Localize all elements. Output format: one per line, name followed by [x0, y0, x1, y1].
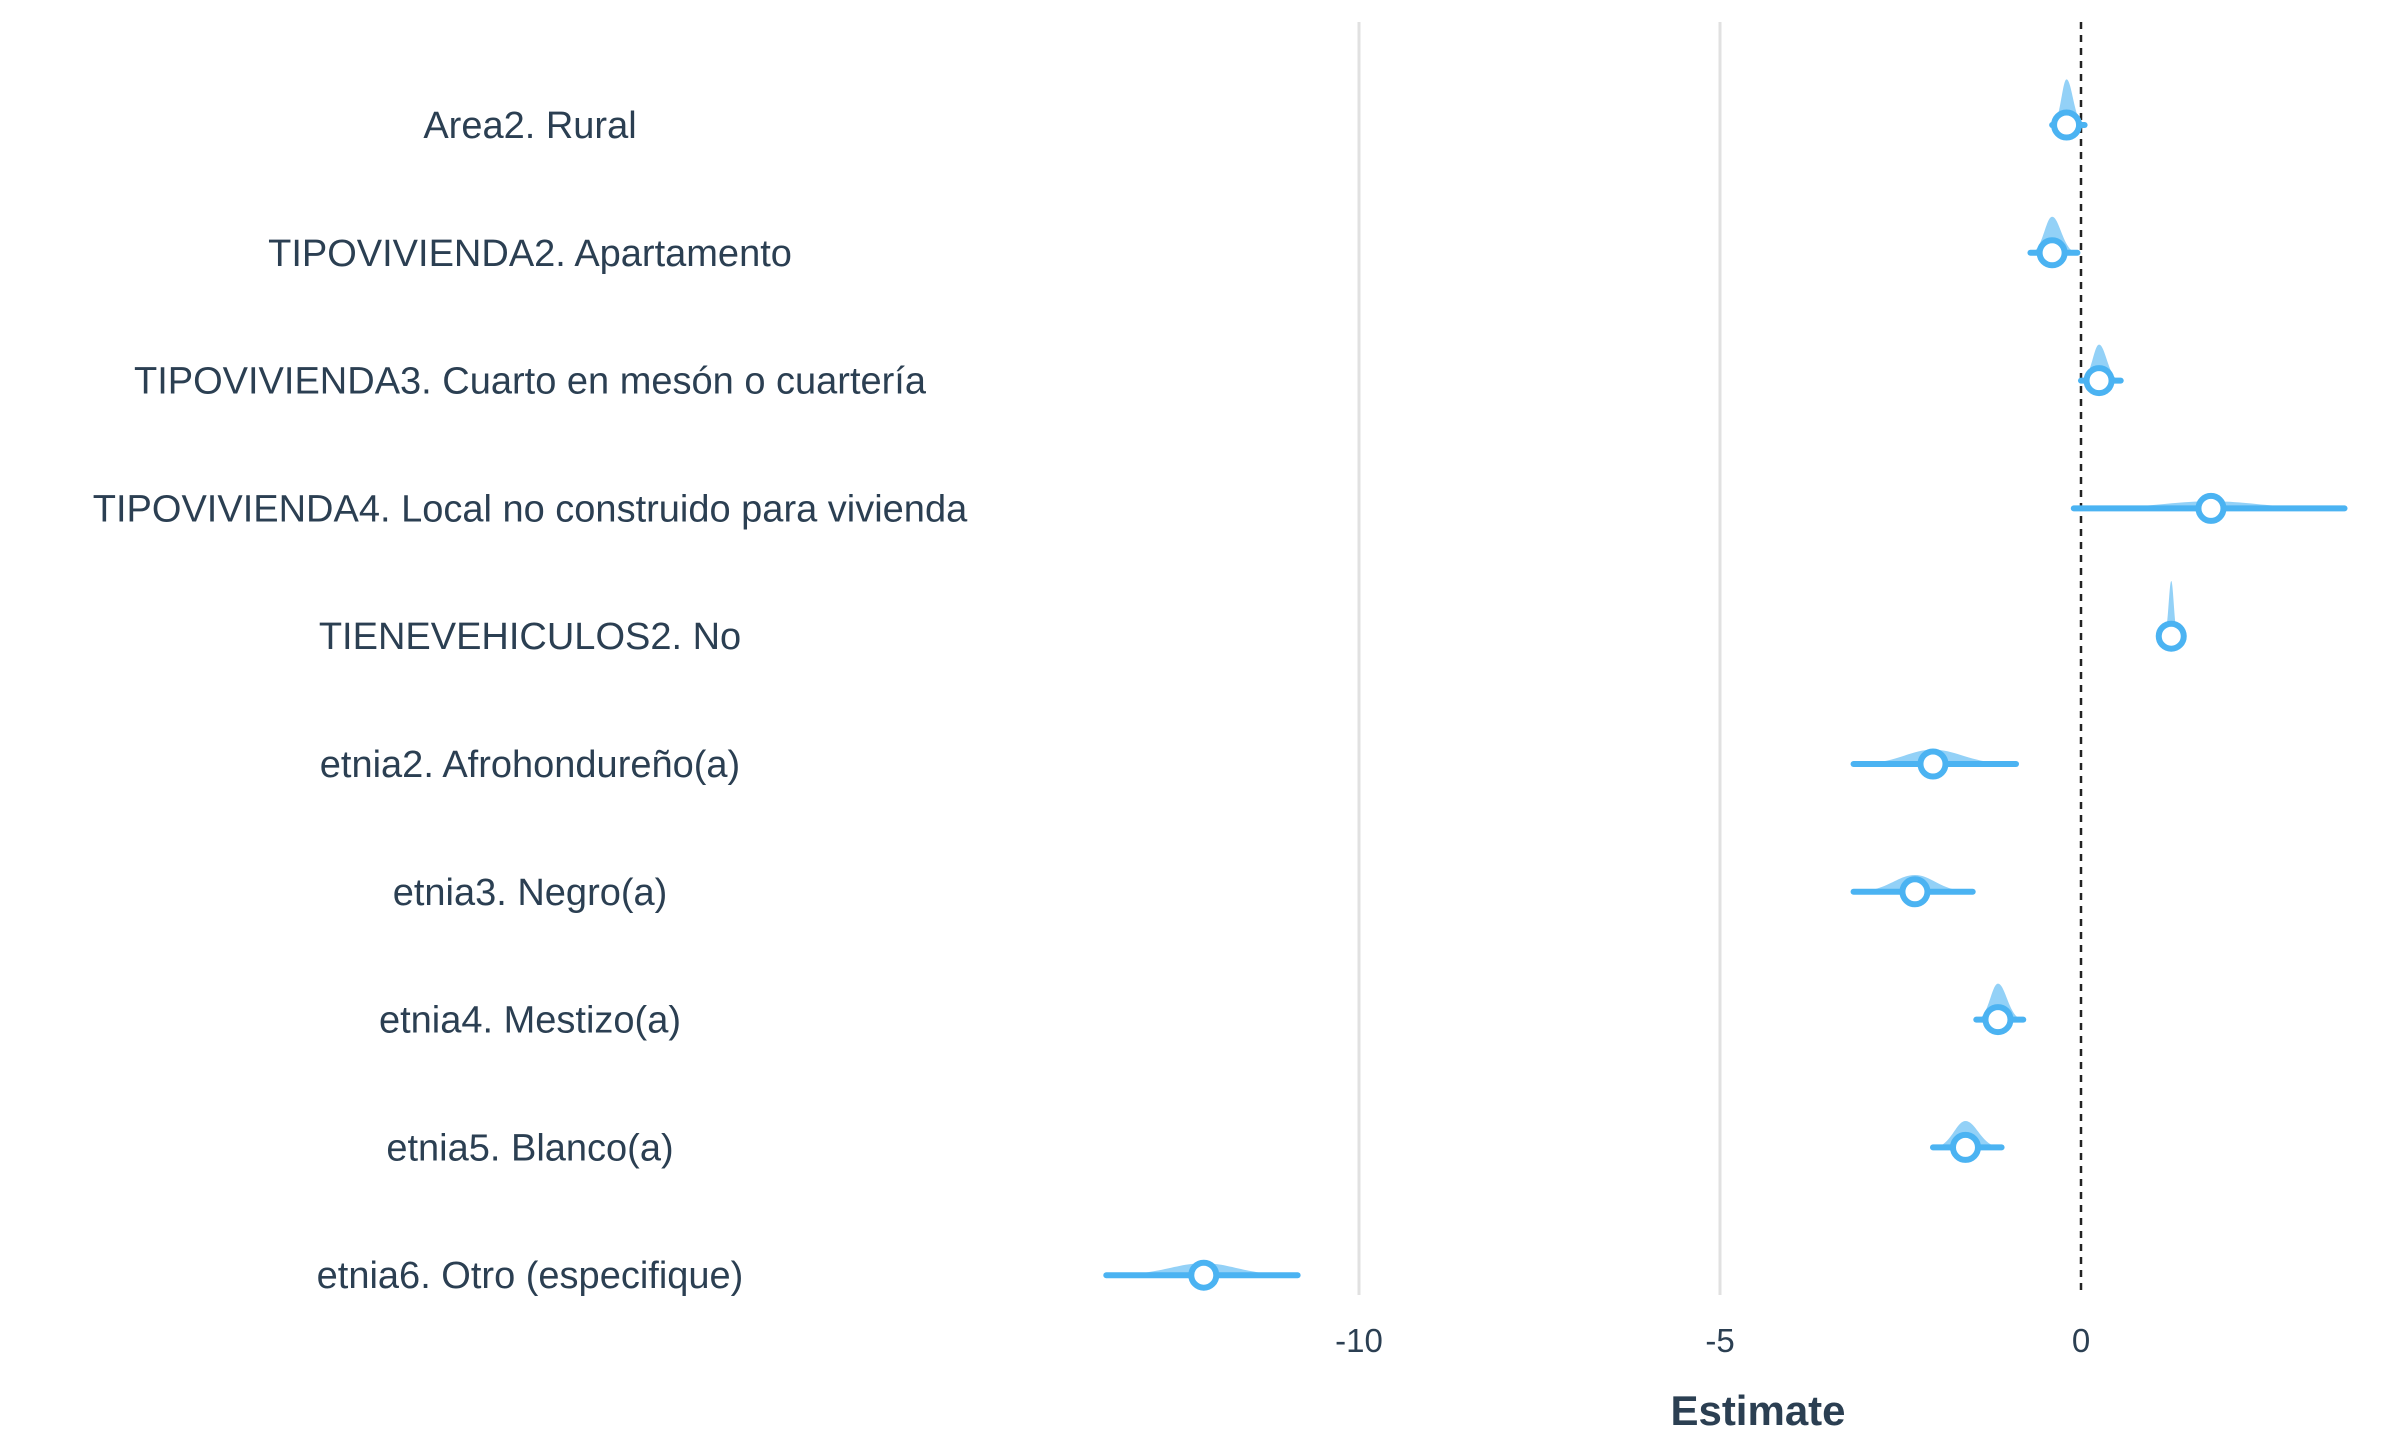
term-label: TIPOVIVIENDA2. Apartamento [268, 233, 792, 275]
term-mark-group [2070, 492, 2348, 524]
estimate-point [1982, 1004, 2014, 1036]
term-mark-group [2078, 344, 2124, 397]
term-label: etnia2. Afrohondureño(a) [320, 744, 740, 786]
term-label: TIPOVIVIENDA4. Local no construido para … [93, 488, 968, 530]
term-mark-group [1929, 1121, 2005, 1163]
estimate-point [1917, 748, 1949, 780]
term-mark-group [1850, 875, 1976, 908]
term-mark-group [1850, 748, 2020, 780]
estimate-point [2195, 492, 2227, 524]
marks-layer [1103, 79, 2348, 1291]
estimate-point [1949, 1131, 1981, 1163]
x-tick-label: -5 [1705, 1322, 1734, 1359]
term-label: Area2. Rural [423, 105, 636, 147]
term-label: etnia5. Blanco(a) [386, 1127, 673, 1169]
grid-layer [1357, 22, 1722, 1295]
term-mark-group [2155, 581, 2187, 652]
estimate-point [1899, 876, 1931, 908]
x-tick-label: -10 [1335, 1322, 1383, 1359]
estimate-point [2036, 237, 2068, 269]
term-mark-group [1973, 983, 2027, 1036]
estimate-point [2155, 620, 2187, 652]
estimate-point [1188, 1259, 1220, 1291]
x-axis-title: Estimate [1670, 1387, 1845, 1434]
term-label: TIENEVEHICULOS2. No [319, 616, 741, 658]
term-label: etnia4. Mestizo(a) [379, 1000, 681, 1042]
term-mark-group [2027, 216, 2081, 269]
estimate-point [2083, 365, 2115, 397]
term-label: etnia3. Negro(a) [393, 872, 668, 914]
estimate-point [2051, 109, 2083, 141]
x-tick-label: 0 [2072, 1322, 2090, 1359]
term-label: etnia6. Otro (especifique) [317, 1255, 744, 1297]
term-mark-group [2049, 79, 2088, 141]
x-tick-labels-layer: -10 -5 0 [1335, 1322, 2090, 1359]
term-label: TIPOVIVIENDA3. Cuarto en mesón o cuarter… [134, 361, 927, 403]
term-mark-group [1103, 1259, 1301, 1291]
row-labels-layer: Area2. Rural TIPOVIVIENDA2. Apartamento TI… [93, 105, 968, 1297]
